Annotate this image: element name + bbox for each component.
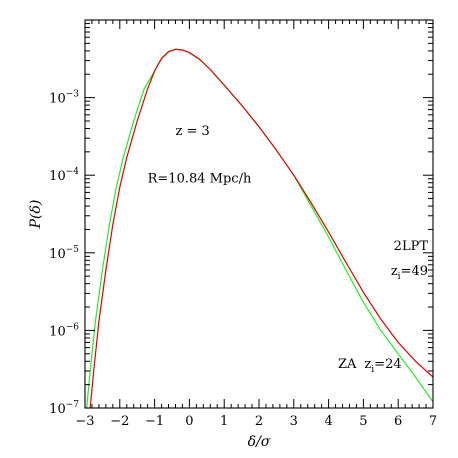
y-tick-label: 10−6	[49, 322, 79, 339]
plot-frame	[84, 19, 434, 409]
x-tick-label: 6	[394, 414, 402, 429]
y-axis: 10−7 10−6 10−5 10−4 10−3	[49, 23, 433, 417]
y-tick-label: 10−7	[49, 400, 79, 417]
za-name: ZA	[338, 357, 357, 372]
x-tick-label: 3	[290, 414, 298, 429]
z-symbol: z	[364, 357, 371, 372]
x-tick-label: 1	[220, 414, 228, 429]
z-symbol: z	[391, 264, 398, 279]
x-tick-label: −2	[110, 414, 129, 429]
series-label-2lpt-redshift: zi=49	[391, 264, 428, 282]
x-axis-label: δ/σ	[248, 434, 271, 450]
z-subscript: i	[398, 272, 401, 282]
smoothing-radius-annotation: R=10.84 Mpc/h	[148, 172, 252, 187]
x-tick-label: −3	[75, 414, 94, 429]
series-label-za: ZA zi=24	[338, 357, 402, 375]
x-axis: −3 −2 −1 0 1 2 3 4 5 6 7	[75, 20, 437, 429]
series-line-2lpt	[89, 48, 434, 409]
x-tick-label: −1	[145, 414, 164, 429]
y-tick-label: 10−4	[49, 167, 79, 184]
series-line-za	[86, 48, 434, 409]
x-tick-label: 7	[429, 414, 437, 429]
chart-marks	[86, 48, 434, 409]
z-value: =24	[374, 357, 401, 372]
series-label-2lpt: 2LPT	[394, 239, 429, 254]
y-axis-label: P(δ)	[28, 200, 44, 230]
x-tick-label: 4	[324, 414, 332, 429]
x-tick-label: 0	[185, 414, 193, 429]
z-subscript: i	[371, 365, 374, 375]
redshift-annotation: z = 3	[175, 124, 209, 139]
y-tick-label: 10−3	[49, 90, 79, 107]
x-tick-label: 5	[359, 414, 367, 429]
y-tick-label: 10−5	[49, 245, 79, 262]
x-tick-label: 2	[255, 414, 263, 429]
z-value: =49	[401, 264, 428, 279]
